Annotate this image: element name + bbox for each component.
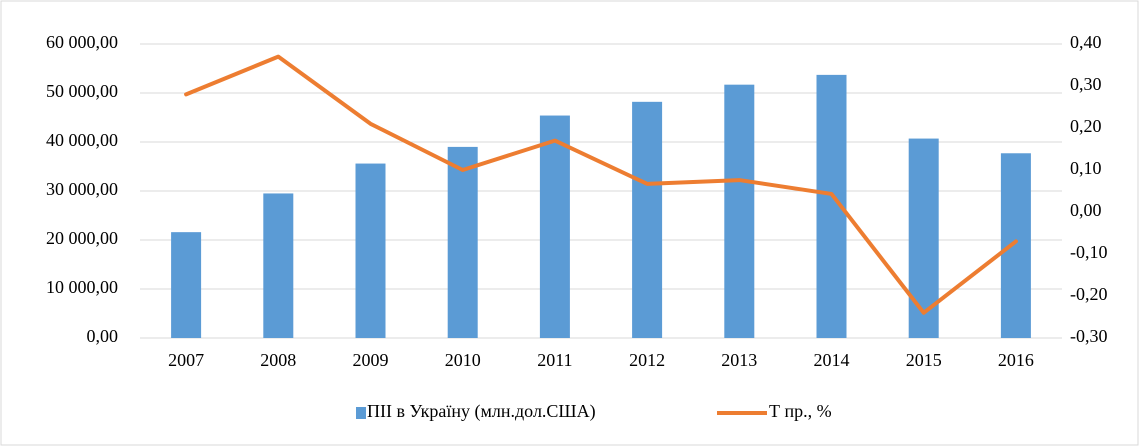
y-tick-label: 10 000,00	[46, 277, 118, 297]
y-tick-label: 20 000,00	[46, 228, 118, 248]
y-tick-label: 40 000,00	[46, 130, 118, 150]
bar	[539, 115, 570, 338]
x-tick-label: 2013	[721, 350, 757, 370]
y2-tick-label: -0,30	[1070, 326, 1108, 346]
bar	[632, 101, 663, 338]
y2-tick-label: 0,40	[1070, 32, 1102, 52]
legend-label: ПІІ в Україну (млн.дол.США)	[367, 401, 596, 422]
y-tick-label: 0,00	[87, 326, 119, 346]
x-tick-label: 2014	[814, 350, 850, 370]
x-tick-label: 2009	[353, 350, 389, 370]
bar	[263, 193, 294, 338]
x-tick-label: 2010	[445, 350, 481, 370]
x-tick-label: 2012	[629, 350, 665, 370]
y2-tick-label: 0,20	[1070, 116, 1102, 136]
y2-tick-label: 0,10	[1070, 158, 1102, 178]
x-tick-label: 2011	[537, 350, 572, 370]
bar	[908, 138, 939, 338]
bar	[724, 84, 755, 338]
x-tick-label: 2015	[906, 350, 942, 370]
bar	[1000, 153, 1031, 338]
bar	[171, 232, 202, 338]
x-tick-label: 2008	[260, 350, 296, 370]
legend-swatch	[356, 407, 366, 419]
y2-tick-label: 0,00	[1070, 200, 1102, 220]
y-tick-label: 50 000,00	[46, 81, 118, 101]
y2-tick-label: -0,20	[1070, 284, 1108, 304]
y2-tick-label: 0,30	[1070, 74, 1102, 94]
bar	[447, 146, 478, 338]
y-tick-label: 60 000,00	[46, 32, 118, 52]
y2-tick-label: -0,10	[1070, 242, 1108, 262]
legend-label: Т пр., %	[769, 401, 832, 421]
x-tick-label: 2016	[998, 350, 1034, 370]
bar	[355, 163, 386, 338]
line	[184, 54, 1018, 315]
y-tick-label: 30 000,00	[46, 179, 118, 199]
x-tick-label: 2007	[168, 350, 204, 370]
